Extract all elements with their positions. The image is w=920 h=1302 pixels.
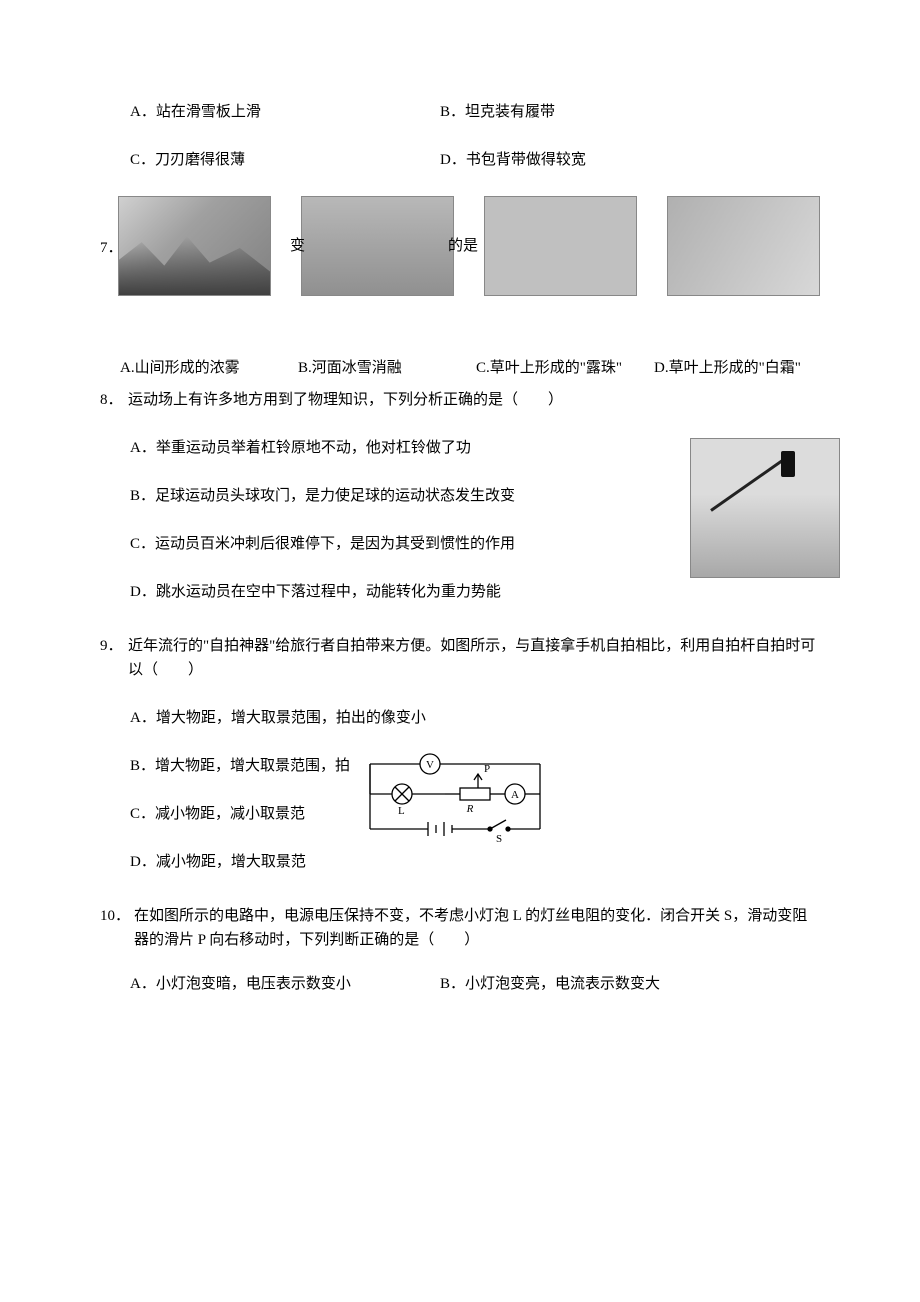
circuit-label-a: A [511, 789, 519, 801]
circuit-label-v: V [426, 759, 434, 771]
q10-option-a: A．小灯泡变暗，电压表示数变小 [130, 972, 440, 996]
q7-image-c [484, 196, 637, 296]
q6-options-row-2: C．刀刃磨得很薄 D．书包背带做得较宽 [100, 148, 820, 172]
q7-mid-2: 的是 [448, 234, 478, 258]
q7-caption-b: B.河面冰雪消融 [298, 356, 464, 380]
q6-option-d: D．书包背带做得较宽 [440, 148, 820, 172]
circuit-label-p: P [484, 763, 490, 775]
q7-caption-d: D.草叶上形成的"白霜" [654, 356, 820, 380]
q9-option-b: B．增大物距，增大取景范围，拍出的像变大 [130, 754, 820, 778]
q10-text: 在如图所示的电路中，电源电压保持不变，不考虑小灯泡 L 的灯丝电阻的变化．闭合开… [134, 904, 820, 952]
q10-options: A．小灯泡变暗，电压表示数变小 B．小灯泡变亮，电流表示数变大 [100, 972, 820, 996]
q10-number: 10． [100, 904, 134, 928]
q9-option-d: D．减小物距，增大取景范 [130, 850, 820, 874]
q8-number: 8． [100, 388, 128, 412]
q7-caption-a: A.山间形成的浓雾 [120, 356, 286, 380]
q8-text: 运动场上有许多地方用到了物理知识，下列分析正确的是（ ） [128, 388, 820, 412]
q7-captions: A.山间形成的浓雾 B.河面冰雪消融 C.草叶上形成的"露珠" D.草叶上形成的… [100, 356, 820, 380]
q7-number: 7． [100, 236, 123, 260]
q9-number: 9． [100, 634, 128, 658]
q8: 8． 运动场上有许多地方用到了物理知识，下列分析正确的是（ ） A．举重运动员举… [100, 388, 820, 604]
q9-option-c: C．减小物距，减小取景范 [130, 802, 820, 826]
q7-mid-1: 变 [290, 234, 305, 258]
q7-image-d [667, 196, 820, 296]
q9-options: A．增大物距，增大取景范围，拍出的像变小 B．增大物距，增大取景范围，拍出的像变… [100, 706, 820, 874]
selfie-phone-icon [781, 451, 795, 477]
q8-option-d: D．跳水运动员在空中下落过程中，动能转化为重力势能 [130, 580, 820, 604]
q9-stem: 9． 近年流行的"自拍神器"给旅行者自拍带来方便。如图所示，与直接拿手机自拍相比… [100, 634, 820, 682]
q6-option-c: C．刀刃磨得很薄 [130, 148, 440, 172]
q10-stem: 10． 在如图所示的电路中，电源电压保持不变，不考虑小灯泡 L 的灯丝电阻的变化… [100, 904, 820, 952]
q9-text: 近年流行的"自拍神器"给旅行者自拍带来方便。如图所示，与直接拿手机自拍相比，利用… [128, 634, 820, 682]
selfie-stick-icon [710, 458, 785, 512]
q9: 9． 近年流行的"自拍神器"给旅行者自拍带来方便。如图所示，与直接拿手机自拍相比… [100, 634, 820, 874]
q6-options-row-1: A．站在滑雪板上滑 B．坦克装有履带 [100, 100, 820, 124]
q10: 10． 在如图所示的电路中，电源电压保持不变，不考虑小灯泡 L 的灯丝电阻的变化… [100, 904, 820, 996]
q10-option-b: B．小灯泡变亮，电流表示数变大 [440, 972, 660, 996]
q7-midtext-1: 变 [290, 234, 305, 258]
q7-midtext-2: 的是 [448, 234, 478, 258]
q7-image-a [118, 196, 271, 296]
q7-image-b [301, 196, 454, 296]
q9-option-a: A．增大物距，增大取景范围，拍出的像变小 [130, 706, 820, 730]
q7-prefix: 7． [100, 236, 123, 260]
q8-stem: 8． 运动场上有许多地方用到了物理知识，下列分析正确的是（ ） [100, 388, 820, 412]
q10-options-row: A．小灯泡变暗，电压表示数变小 B．小灯泡变亮，电流表示数变大 [130, 972, 820, 996]
q6-option-a: A．站在滑雪板上滑 [130, 100, 440, 124]
selfie-stick-image [690, 438, 840, 578]
q6-option-b: B．坦克装有履带 [440, 100, 820, 124]
circuit-diagram: V P R A L S [350, 744, 560, 844]
circuit-label-s: S [496, 833, 502, 844]
q7-caption-c: C.草叶上形成的"露珠" [476, 356, 642, 380]
q7-images-row: 7． 变 的是 [100, 196, 820, 296]
